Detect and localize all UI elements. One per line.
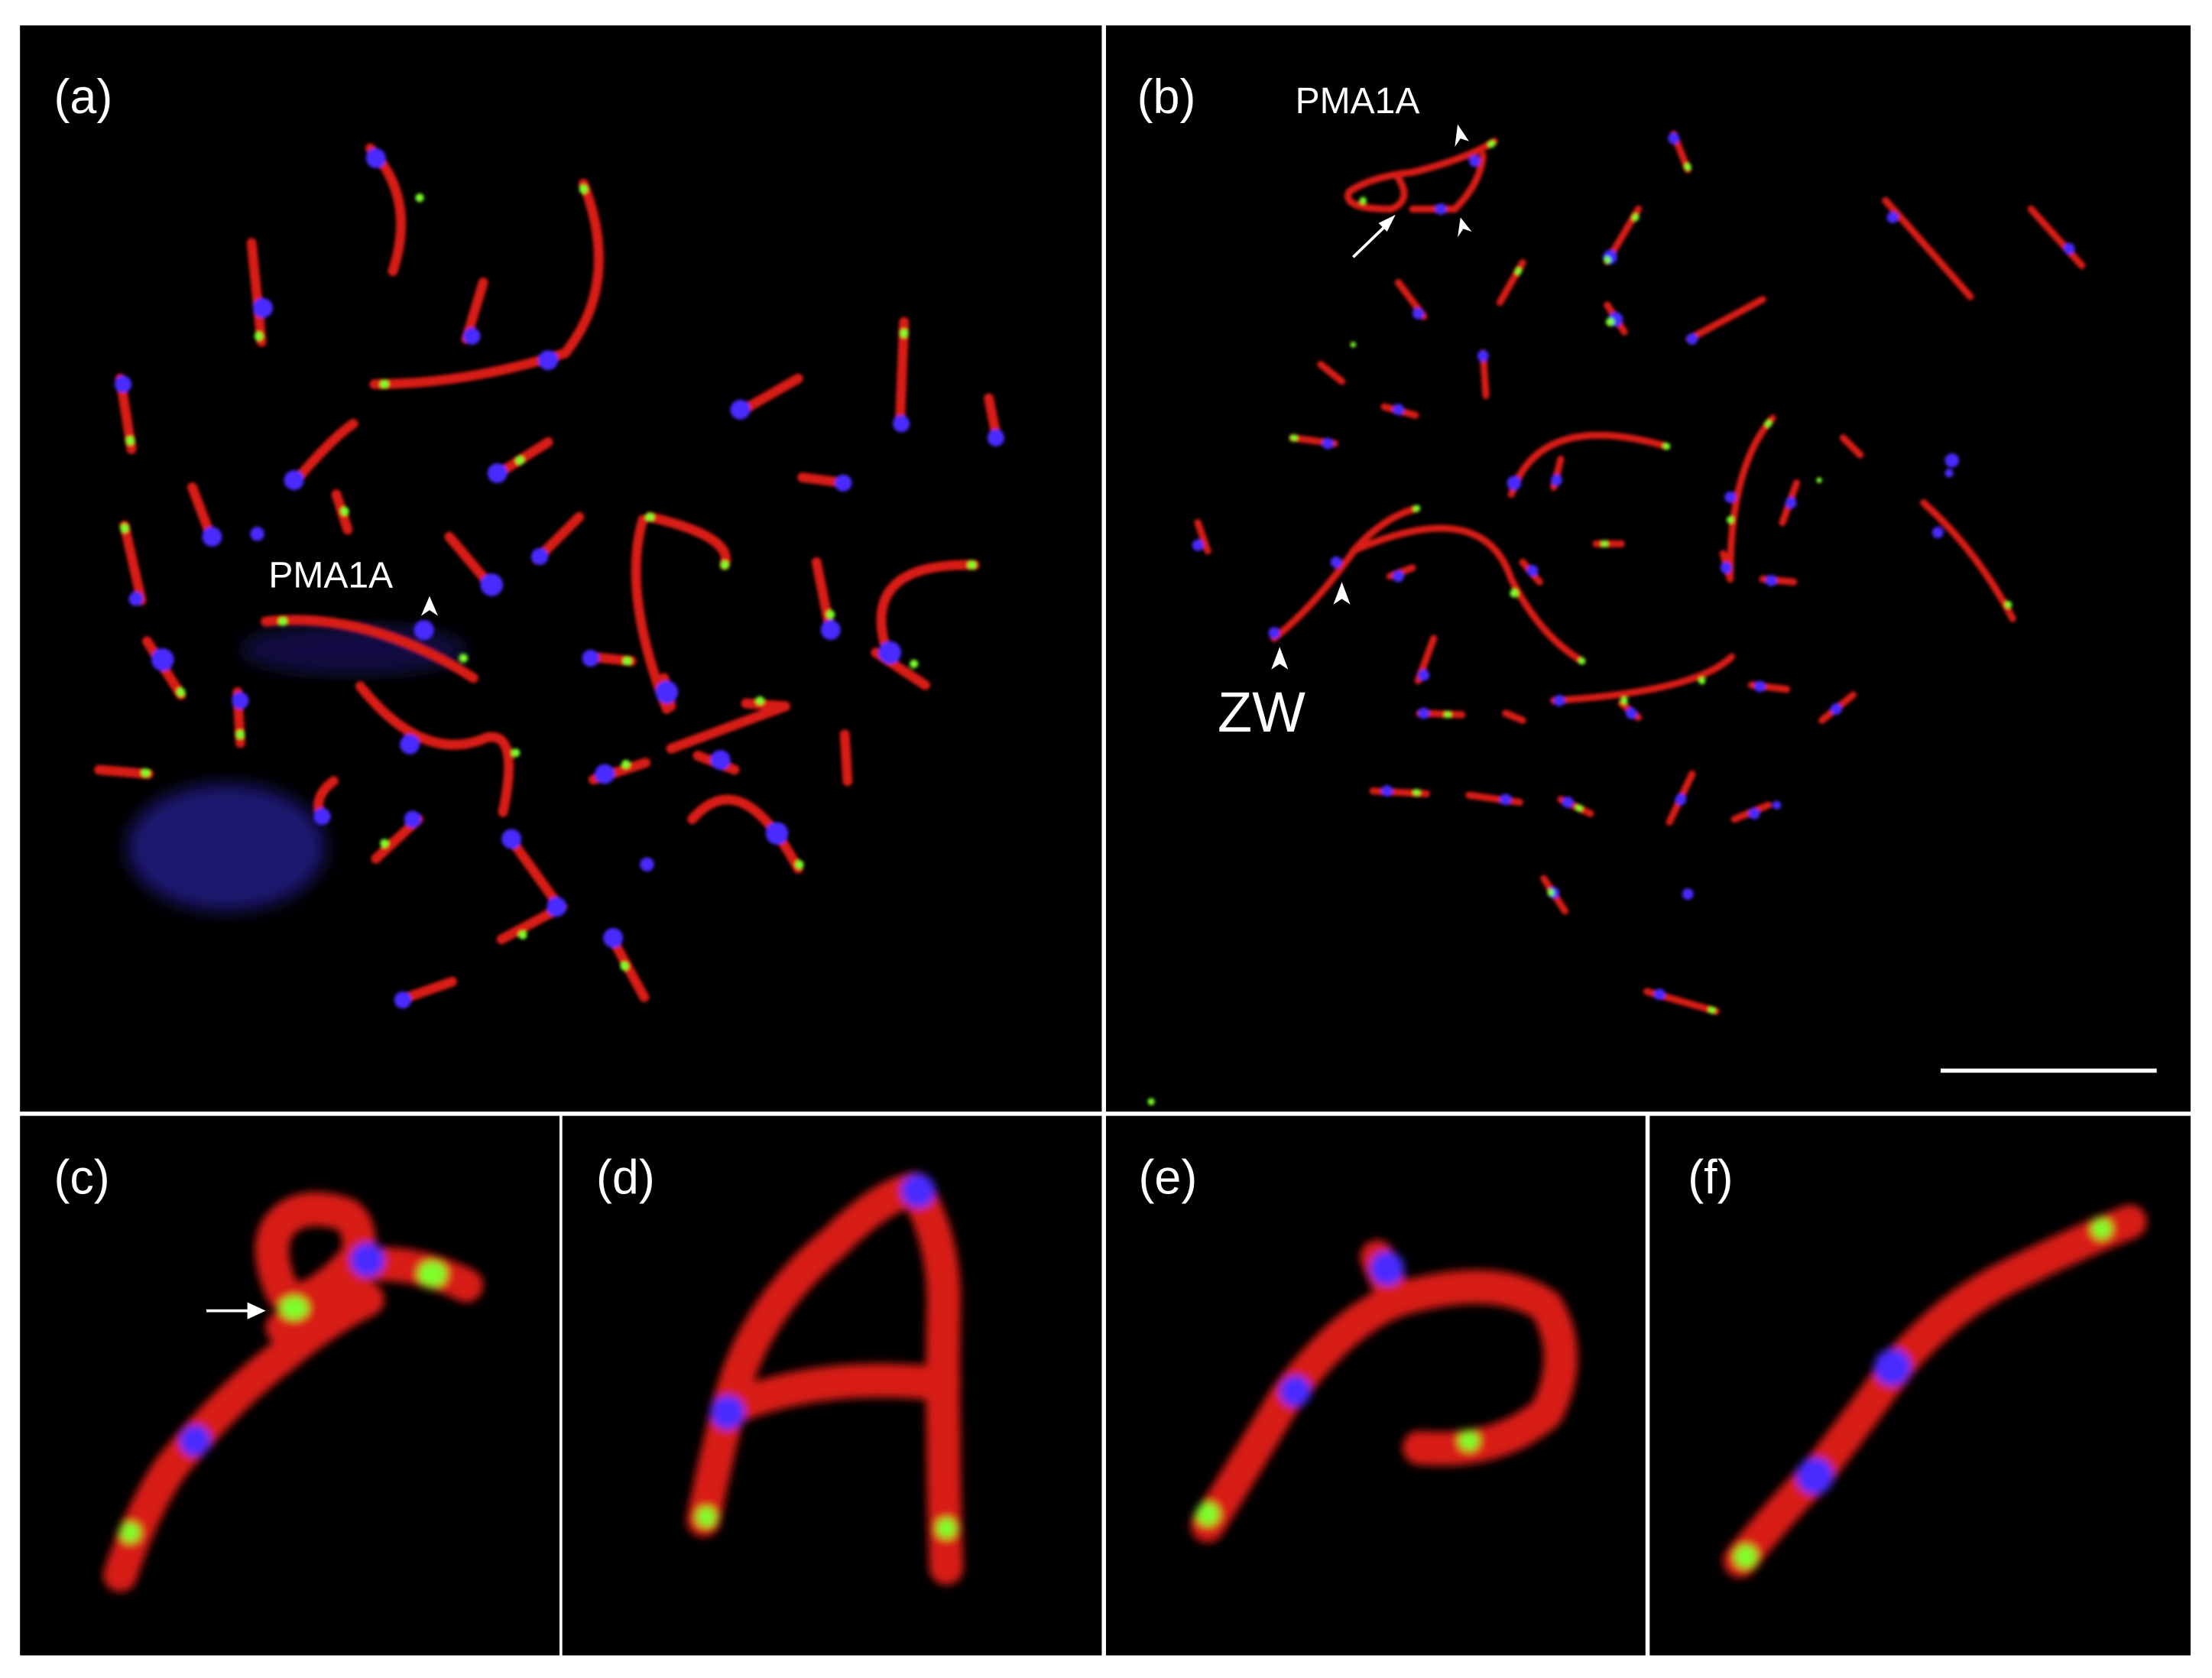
panel-label: (c) (54, 1151, 110, 1204)
panel-label: (d) (596, 1151, 655, 1204)
chromosome-detail (103, 1172, 2147, 1592)
annotation: PMA1A (268, 556, 393, 596)
chromosomes-a (94, 143, 1004, 1009)
panel-label: (e) (1138, 1151, 1197, 1204)
annotation: ZW (1218, 680, 1305, 744)
panel-b (1106, 25, 2191, 1112)
panel-label: (a) (54, 70, 113, 124)
panel-label: (b) (1137, 70, 1196, 124)
chromosomes-b (1147, 130, 2086, 1105)
panel-label: (f) (1688, 1151, 1733, 1204)
annotation: PMA1A (1296, 81, 1420, 122)
annotation-marks (206, 124, 1472, 1319)
